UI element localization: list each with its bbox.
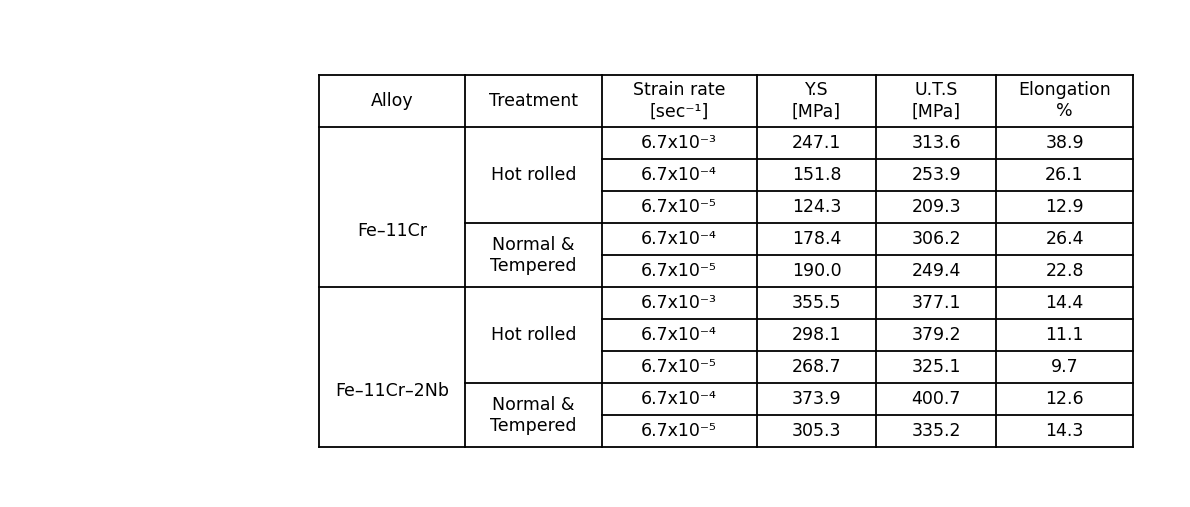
Text: Elongation
%: Elongation % — [1019, 82, 1111, 120]
Text: Hot rolled: Hot rolled — [490, 166, 576, 184]
Text: 178.4: 178.4 — [791, 230, 841, 248]
Text: Treatment: Treatment — [489, 92, 578, 110]
Text: 151.8: 151.8 — [791, 166, 841, 184]
Text: 22.8: 22.8 — [1045, 262, 1084, 280]
Text: 6.7x10⁻⁴: 6.7x10⁻⁴ — [641, 390, 718, 408]
Text: 325.1: 325.1 — [912, 358, 962, 376]
Text: 379.2: 379.2 — [912, 327, 962, 344]
Text: 190.0: 190.0 — [791, 262, 841, 280]
Text: Alloy: Alloy — [371, 92, 414, 110]
Text: 268.7: 268.7 — [791, 358, 841, 376]
Text: Normal &
Tempered: Normal & Tempered — [490, 236, 577, 275]
Text: 400.7: 400.7 — [912, 390, 962, 408]
Text: 6.7x10⁻⁴: 6.7x10⁻⁴ — [641, 230, 718, 248]
Text: 377.1: 377.1 — [912, 294, 962, 312]
Text: 6.7x10⁻³: 6.7x10⁻³ — [641, 294, 718, 312]
Text: 306.2: 306.2 — [912, 230, 962, 248]
Text: Fe–11Cr–2Nb: Fe–11Cr–2Nb — [336, 382, 449, 401]
Text: 26.1: 26.1 — [1045, 166, 1084, 184]
Text: 373.9: 373.9 — [791, 390, 841, 408]
Text: 11.1: 11.1 — [1045, 327, 1084, 344]
Text: 26.4: 26.4 — [1045, 230, 1084, 248]
Text: Normal &
Tempered: Normal & Tempered — [490, 396, 577, 434]
Text: 6.7x10⁻⁴: 6.7x10⁻⁴ — [641, 166, 718, 184]
Text: 14.3: 14.3 — [1045, 422, 1084, 440]
Text: 209.3: 209.3 — [912, 198, 962, 216]
Text: 335.2: 335.2 — [912, 422, 962, 440]
Text: 124.3: 124.3 — [791, 198, 841, 216]
Text: 38.9: 38.9 — [1045, 134, 1084, 152]
Text: Hot rolled: Hot rolled — [490, 327, 576, 344]
Text: 253.9: 253.9 — [912, 166, 962, 184]
Text: Strain rate
[sec⁻¹]: Strain rate [sec⁻¹] — [633, 82, 725, 120]
Text: 9.7: 9.7 — [1051, 358, 1078, 376]
Text: 6.7x10⁻⁵: 6.7x10⁻⁵ — [641, 422, 718, 440]
Text: 247.1: 247.1 — [791, 134, 841, 152]
Text: 355.5: 355.5 — [791, 294, 841, 312]
Text: 298.1: 298.1 — [791, 327, 841, 344]
Text: 305.3: 305.3 — [791, 422, 841, 440]
Text: U.T.S
[MPa]: U.T.S [MPa] — [912, 82, 960, 120]
Text: 12.6: 12.6 — [1045, 390, 1084, 408]
Text: 249.4: 249.4 — [912, 262, 962, 280]
Text: 12.9: 12.9 — [1045, 198, 1084, 216]
Text: 6.7x10⁻⁵: 6.7x10⁻⁵ — [641, 198, 718, 216]
Text: Y.S
[MPa]: Y.S [MPa] — [791, 82, 841, 120]
Text: 6.7x10⁻³: 6.7x10⁻³ — [641, 134, 718, 152]
Text: 6.7x10⁻⁵: 6.7x10⁻⁵ — [641, 358, 718, 376]
Text: 6.7x10⁻⁴: 6.7x10⁻⁴ — [641, 327, 718, 344]
Text: 14.4: 14.4 — [1046, 294, 1084, 312]
Text: Fe–11Cr: Fe–11Cr — [357, 222, 427, 240]
Text: 6.7x10⁻⁵: 6.7x10⁻⁵ — [641, 262, 718, 280]
Text: 313.6: 313.6 — [912, 134, 962, 152]
